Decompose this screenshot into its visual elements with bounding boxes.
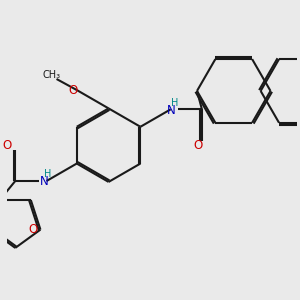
Text: O: O <box>2 140 11 152</box>
Text: O: O <box>68 83 77 97</box>
Text: CH₃: CH₃ <box>43 70 61 80</box>
Text: N: N <box>167 104 176 117</box>
Text: H: H <box>171 98 178 108</box>
Text: O: O <box>194 139 203 152</box>
Text: H: H <box>44 169 51 179</box>
Text: N: N <box>40 176 49 188</box>
Text: O: O <box>28 223 37 236</box>
